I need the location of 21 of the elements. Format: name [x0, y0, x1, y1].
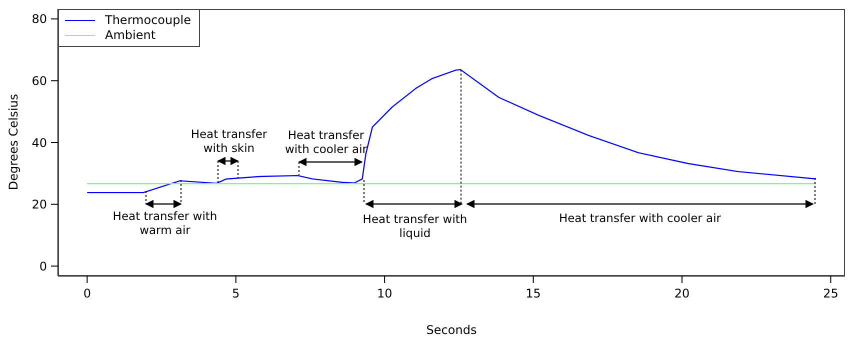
legend-label: Ambient: [105, 28, 156, 43]
x-tick-label: 0: [83, 286, 91, 301]
x-tick-label: 20: [674, 286, 690, 301]
x-tick-label: 5: [232, 286, 240, 301]
x-axis-title: Seconds: [426, 323, 477, 337]
annotation: Heat transfer with cooler air: [558, 211, 722, 226]
x-tick-label: 25: [823, 286, 838, 301]
y-tick-label: 20: [32, 198, 47, 212]
annotation: Heat transfer with cooler air: [284, 128, 368, 156]
line-series: [86, 68, 816, 194]
y-tick-label: 0: [39, 259, 47, 274]
x-tick-label: 15: [526, 286, 541, 301]
legend-label: Thermocouple: [105, 13, 191, 28]
y-axis-title: Degrees Celsius: [6, 94, 20, 190]
y-tick-label: 60: [32, 74, 47, 88]
y-tick-label: 40: [32, 136, 47, 150]
y-tick-label: 80: [32, 12, 47, 26]
annotation: Heat transfer with liquid: [362, 212, 468, 240]
annotation: Heat transfer with skin: [190, 127, 268, 156]
annotation: Heat transfer with warm air: [112, 209, 218, 238]
x-tick-label: 10: [376, 286, 392, 301]
